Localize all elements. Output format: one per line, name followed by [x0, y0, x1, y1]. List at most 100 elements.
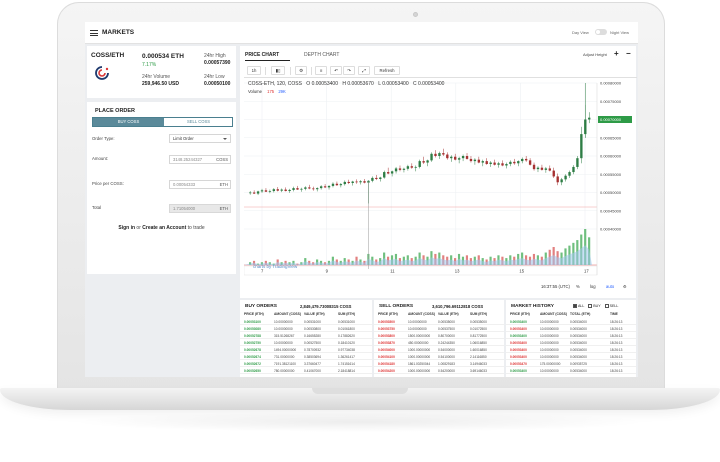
minus-button[interactable]: − — [626, 49, 631, 58]
candle — [398, 168, 402, 170]
candle — [316, 188, 319, 190]
table-cell: 0.00053400 — [510, 354, 527, 359]
candle — [379, 177, 382, 179]
table-cell: 1500.00000000 — [408, 333, 431, 338]
filter-buy[interactable]: BUY — [588, 304, 601, 309]
filter-all[interactable]: ALL — [573, 304, 585, 309]
table-row[interactable]: 0.00054100 1000.00000000 0.54100000 2.14116… — [374, 354, 504, 361]
percent-button[interactable]: % — [576, 284, 580, 289]
table-row[interactable]: 0.00053470 175.00000000 0.00935725 18:26:13 — [506, 361, 636, 368]
tab-buy[interactable]: BUY COSS — [93, 118, 164, 126]
coss-logo-icon — [95, 66, 109, 80]
table-row[interactable]: 0.00053100 10.00000000 0.00531000 0.0053100… — [240, 319, 372, 326]
table-cell: 10.00000000 — [540, 368, 559, 373]
table-row[interactable]: 0.00053400 10.00000000 0.00534000 18:26:13 — [506, 354, 636, 361]
table-row[interactable]: 0.00053080 10.00000000 0.00530800 0.0106180… — [240, 326, 372, 333]
table-row[interactable]: 0.00053500 10.00000000 0.00535000 0.0053500… — [374, 319, 504, 326]
undo-button[interactable]: ↶ — [330, 66, 342, 75]
table-cell: 0.17882620 — [338, 333, 355, 338]
candle — [256, 191, 260, 194]
table-cell: 0.54100000 — [438, 354, 455, 359]
auto-button[interactable]: auto — [606, 284, 615, 289]
candle — [312, 188, 315, 190]
redo-button[interactable]: ↷ — [343, 66, 355, 75]
log-button[interactable]: log — [590, 284, 596, 289]
x-tick-label: 15 — [519, 269, 524, 274]
table-row[interactable]: 0.00054200 1000.00000000 0.54200000 3.69146… — [374, 368, 504, 375]
theme-toggle[interactable] — [595, 29, 607, 35]
tab-depth-chart[interactable]: DEPTH CHART — [304, 52, 340, 58]
tab-price-chart[interactable]: PRICE CHART — [245, 52, 280, 58]
table-row[interactable]: 0.00054000 1000.00000000 0.54000000 1.60016… — [374, 347, 504, 354]
table-row[interactable]: 0.00053750 10.00000000 0.00537500 0.0107250… — [374, 326, 504, 333]
refresh-button[interactable]: Refresh — [374, 66, 400, 75]
table-cell: 0.18410120 — [338, 340, 355, 345]
table-row[interactable]: 0.00052672 7191.38121100 3.37660477 1.74151… — [240, 361, 372, 368]
x-tick-label: 13 — [455, 269, 460, 274]
table-cell: 0.00053400 — [510, 326, 527, 331]
volume-value: 259,946.50 USD — [142, 81, 179, 87]
candle — [477, 159, 481, 163]
table-row[interactable]: 0.00054180 1861.00250044 1.00829183 3.14946… — [374, 361, 504, 368]
indicators-button[interactable]: ⚙ — [295, 66, 307, 75]
candle — [446, 154, 449, 159]
candle — [410, 166, 414, 168]
table-cell: 0.00534000 — [570, 354, 587, 359]
last-price: 0.000534 ETH — [142, 53, 184, 60]
y-tick-label: 0.00060000 — [600, 154, 622, 159]
gear-icon: ⚙ — [299, 68, 303, 73]
fullscreen-button[interactable]: ⤢ — [358, 66, 370, 75]
table-row[interactable]: 0.00053400 10.00000000 0.00534000 18:26:13 — [506, 340, 636, 347]
candle — [355, 181, 358, 183]
chart-settings-icon[interactable]: ⚙ — [623, 284, 627, 289]
table-row[interactable]: 0.00053870 450.00000000 0.24244350 1.060168… — [374, 340, 504, 347]
table-row[interactable]: 0.00052750 10.00000000 0.00527500 0.1841012… — [240, 340, 372, 347]
candle — [390, 171, 394, 174]
candle — [386, 172, 390, 174]
filter-all-label: ALL — [578, 304, 585, 308]
table-row[interactable]: 0.00052674 731.00000000 0.38503694 1.362614… — [240, 354, 372, 361]
table-row[interactable]: 0.00053400 10.00000000 0.00534000 18:26:13 — [506, 319, 636, 326]
signin-link[interactable]: Sign in — [118, 225, 136, 231]
time-display: 16:37:55 (UTC) — [541, 284, 570, 289]
table-row[interactable]: 0.00053400 10.00000000 0.00534000 18:26:13 — [506, 347, 636, 354]
table-row[interactable]: 0.00053400 10.00000000 0.00534000 18:26:13 — [506, 326, 636, 333]
order-type-select[interactable]: Limit Order — [169, 134, 231, 143]
candle — [548, 168, 551, 171]
price-chart[interactable]: 0.00080000 0.00075000 0.00070000 0.00065000… — [244, 79, 634, 294]
candle — [517, 161, 520, 164]
price-input[interactable]: 0.00054333 ETH — [169, 180, 231, 189]
candle — [552, 170, 555, 177]
table-row[interactable]: 0.00053400 10.00000000 0.00534000 18:26:13 — [506, 333, 636, 340]
candle — [276, 189, 279, 191]
table-cell: 1000.00000000 — [408, 354, 431, 359]
hamburger-menu-icon[interactable] — [90, 30, 98, 36]
interval-button[interactable]: 1h — [247, 66, 261, 75]
table-cell: 10.00000000 — [540, 340, 559, 345]
table-row[interactable]: 0.00053800 1500.00000000 0.80700000 0.81772… — [374, 333, 504, 340]
filter-buy-label: BUY — [593, 304, 601, 308]
table-cell: 0.00935725 — [570, 361, 587, 366]
filter-sell[interactable]: SELL — [604, 304, 618, 309]
candle — [300, 188, 303, 190]
amount-value: 3148.25244327 — [173, 157, 203, 162]
candles — [249, 83, 591, 269]
table-row[interactable]: 0.00052650 780.00000000 0.41067000 2.184188… — [240, 368, 372, 375]
table-cell: 0.78700932 — [304, 347, 321, 352]
candle — [540, 167, 544, 170]
toolbar-separator — [265, 67, 266, 75]
amount-input[interactable]: 3148.25244327 COSS — [169, 155, 231, 164]
settings-button[interactable]: ≡ — [315, 66, 327, 75]
candle-type-button[interactable]: ▮▯ — [271, 66, 285, 75]
create-account-link[interactable]: Create an Account — [142, 225, 187, 231]
table-row[interactable]: 0.00053400 10.00000000 0.00534000 18:26:13 — [506, 368, 636, 375]
laptop-notch — [312, 388, 408, 394]
plus-button[interactable]: + — [614, 49, 619, 58]
table-row[interactable]: 0.00052788 315.51268267 0.16655280 0.178826… — [240, 333, 372, 340]
place-order-panel: PLACE ORDER BUY COSS SELL COSS Order Typ… — [87, 102, 236, 274]
tab-sell[interactable]: SELL COSS — [186, 119, 211, 124]
candle — [331, 183, 335, 186]
table-row[interactable]: 0.00052678 1494.00000000 0.78700932 0.97734… — [240, 347, 372, 354]
candle — [347, 181, 350, 184]
